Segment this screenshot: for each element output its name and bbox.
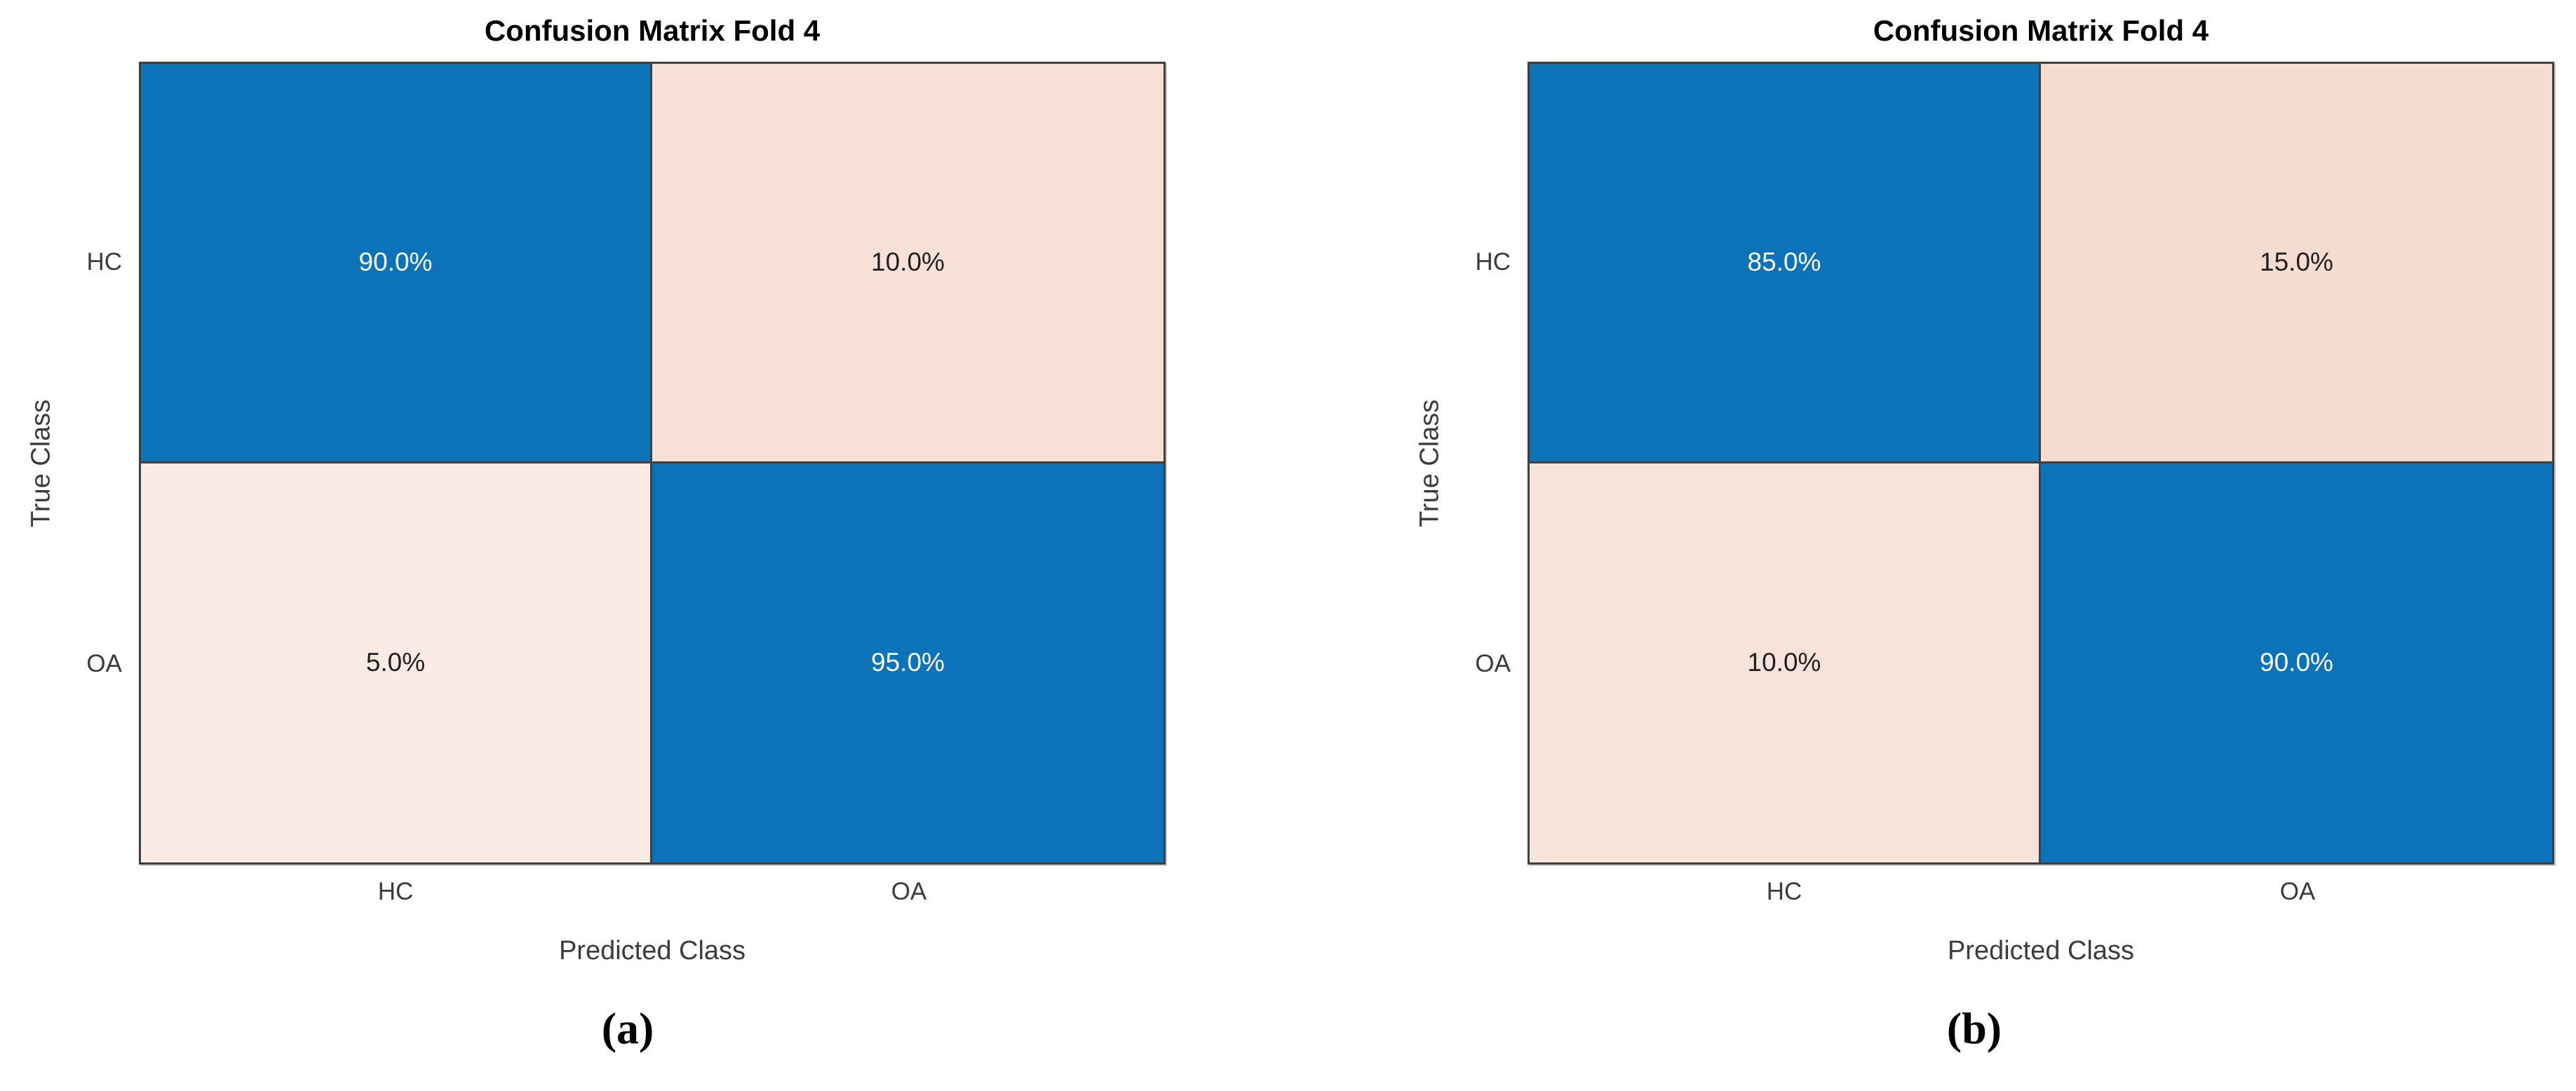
confusion-matrix-panel-a: Confusion Matrix Fold 4 True Class HC OA… bbox=[27, 0, 1166, 1091]
cell-value: 10.0% bbox=[871, 248, 945, 277]
x-tick-oa: OA bbox=[891, 878, 927, 905]
cell-value: 90.0% bbox=[2260, 648, 2333, 677]
cell-value: 15.0% bbox=[2260, 248, 2333, 277]
matrix-plot: 85.0% 15.0% 10.0% 90.0% bbox=[1528, 62, 2554, 865]
x-tick-oa: OA bbox=[2279, 878, 2316, 905]
matrix-cell-true-hc-pred-oa: 15.0% bbox=[2041, 64, 2552, 463]
matrix-cell-true-hc-pred-hc: 85.0% bbox=[1530, 64, 2041, 463]
matrix-plot: 90.0% 10.0% 5.0% 95.0% bbox=[139, 62, 1166, 865]
confusion-matrix-panel-b: Confusion Matrix Fold 4 True Class HC OA… bbox=[1415, 0, 2554, 1091]
subfigure-caption-b: (b) bbox=[1946, 1003, 2002, 1053]
cell-value: 90.0% bbox=[358, 248, 433, 277]
y-tick-hc: HC bbox=[1475, 248, 1511, 276]
cell-value: 85.0% bbox=[1747, 248, 1821, 277]
x-axis-label: Predicted Class bbox=[558, 936, 746, 965]
x-axis-label: Predicted Class bbox=[1947, 936, 2135, 965]
matrix-cell-true-hc-pred-hc: 90.0% bbox=[141, 64, 652, 463]
matrix-cell-true-oa-pred-hc: 5.0% bbox=[141, 463, 652, 862]
y-axis-ticks: HC OA bbox=[35, 62, 122, 865]
x-tick-hc: HC bbox=[377, 878, 414, 905]
x-tick-hc: HC bbox=[1766, 878, 1802, 905]
matrix-cell-true-oa-pred-hc: 10.0% bbox=[1530, 463, 2041, 862]
cell-value: 10.0% bbox=[1747, 648, 1821, 677]
x-axis-ticks: HC OA bbox=[139, 878, 1166, 906]
chart-title: Confusion Matrix Fold 4 bbox=[1873, 14, 2209, 47]
y-tick-oa: OA bbox=[86, 649, 122, 677]
y-tick-oa: OA bbox=[1475, 649, 1511, 677]
matrix-cell-true-oa-pred-oa: 90.0% bbox=[2041, 463, 2552, 862]
y-tick-hc: HC bbox=[86, 248, 122, 276]
y-axis-ticks: HC OA bbox=[1424, 62, 1511, 865]
chart-title: Confusion Matrix Fold 4 bbox=[484, 14, 821, 47]
cell-value: 95.0% bbox=[871, 648, 945, 677]
matrix-cell-true-oa-pred-oa: 95.0% bbox=[652, 463, 1164, 862]
x-axis-ticks: HC OA bbox=[1528, 878, 2554, 906]
cell-value: 5.0% bbox=[365, 648, 426, 677]
subfigure-caption-a: (a) bbox=[601, 1003, 654, 1053]
matrix-cell-true-hc-pred-oa: 10.0% bbox=[652, 64, 1164, 463]
